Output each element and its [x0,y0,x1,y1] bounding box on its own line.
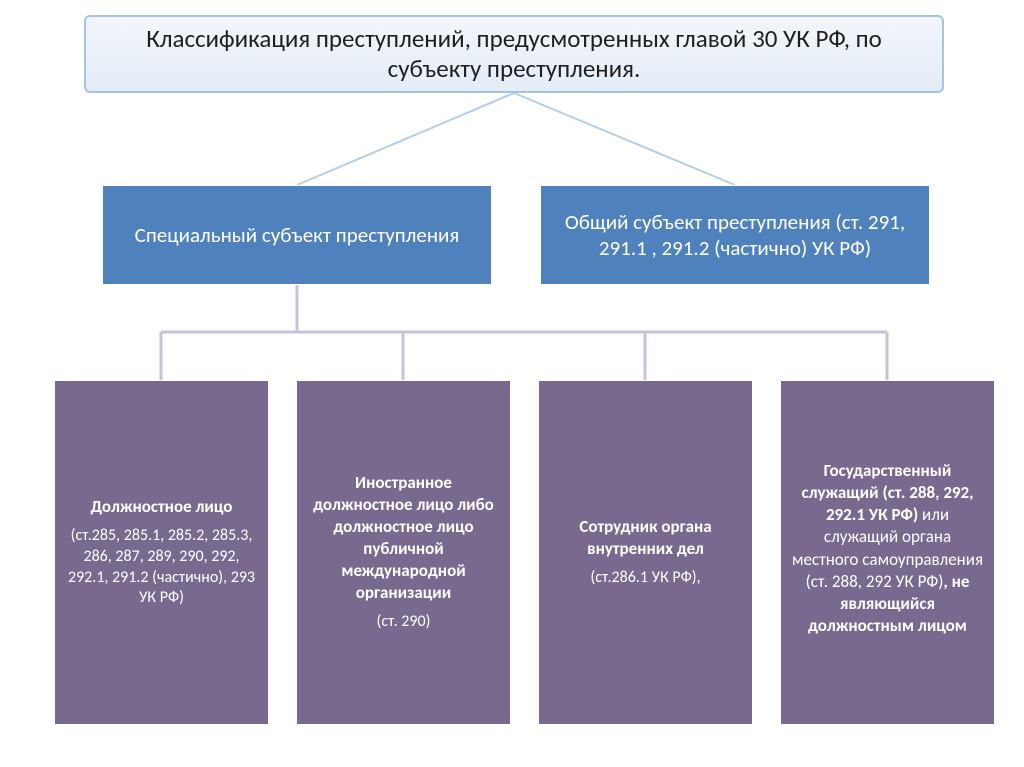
leaf-1: Иностранное должностное лицо либо должно… [296,380,511,725]
leaf-1-title: Иностранное должностное лицо либо должно… [307,472,500,605]
node-general-subject: Общий субъект преступления (ст. 291, 291… [540,185,930,285]
leaf-1-sub: (ст. 290) [307,612,500,633]
leaf-0-title: Должностное лицо [65,496,258,518]
leaf-2: Сотрудник органа внутренних дел (ст.286.… [538,380,753,725]
node-special-subject: Специальный субъект преступления [102,185,492,285]
leaf-2-sub: (ст.286.1 УК РФ), [549,568,742,589]
leaf-3: Государственный служащий (ст. 288, 292, … [780,380,995,725]
title-box: Классификация преступлений, предусмотрен… [84,15,944,93]
leaf-2-title: Сотрудник органа внутренних дел [549,516,742,560]
leaf-0-sub: (ст.285, 285.1, 285.2, 285.3, 286, 287, … [65,526,258,609]
edge-title-right [514,93,735,185]
leaf-3-title: Государственный служащий (ст. 288, 292, … [791,460,984,637]
leaf-0: Должностное лицо (ст.285, 285.1, 285.2, … [54,380,269,725]
edge-title-left [297,93,514,185]
